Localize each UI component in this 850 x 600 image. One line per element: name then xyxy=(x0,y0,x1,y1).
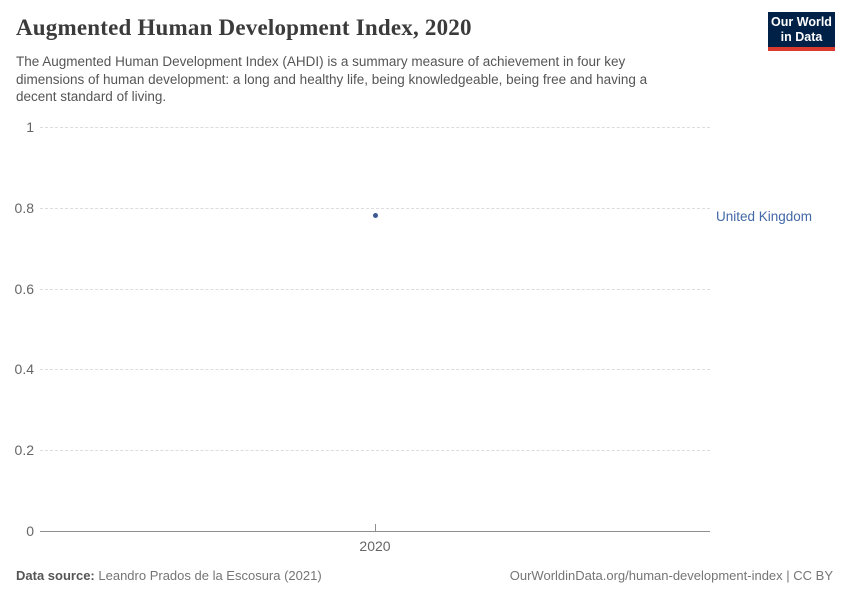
citation-link[interactable]: OurWorldinData.org/human-development-ind… xyxy=(509,568,833,583)
chart-subtitle: The Augmented Human Development Index (A… xyxy=(16,53,716,106)
x-axis-tick xyxy=(375,524,376,531)
gridline xyxy=(40,450,710,452)
gridline xyxy=(40,207,710,209)
y-axis-tick-label: 0.6 xyxy=(14,280,34,297)
gridline xyxy=(40,369,710,371)
entity-label[interactable]: United Kingdom xyxy=(716,208,813,224)
x-axis-line xyxy=(40,531,710,532)
data-point[interactable] xyxy=(372,213,378,219)
y-axis-tick-label: 0 xyxy=(26,523,34,539)
gridline xyxy=(40,127,710,128)
owid-logo[interactable]: Our World in Data xyxy=(768,12,835,51)
chart-subtitle-line: The Augmented Human Development Index (A… xyxy=(16,54,626,69)
y-axis-tick-label: 1 xyxy=(26,119,34,135)
x-axis-tick-label: 2020 xyxy=(359,538,391,554)
chart-subtitle-line: decent standard of living. xyxy=(16,89,167,104)
chart-title: Augmented Human Development Index, 2020 xyxy=(16,15,472,40)
data-source-value: Leandro Prados de la Escosura (2021) xyxy=(98,568,322,583)
gridline xyxy=(40,288,710,290)
chart-subtitle-line: dimensions of human development: a long … xyxy=(16,71,648,87)
chart-footer: Data source: Leandro Prados de la Escosu… xyxy=(16,568,833,583)
data-source-label: Data source: xyxy=(16,568,95,583)
owid-logo-text-line1: Our World xyxy=(771,15,832,29)
data-source-note: Data source: Leandro Prados de la Escosu… xyxy=(16,568,322,583)
y-axis-tick-label: 0.4 xyxy=(14,361,34,378)
y-axis-tick-label: 0.2 xyxy=(14,442,34,459)
owid-logo-text-line2: in Data xyxy=(780,29,823,44)
y-axis-tick-label: 0.8 xyxy=(14,199,34,216)
